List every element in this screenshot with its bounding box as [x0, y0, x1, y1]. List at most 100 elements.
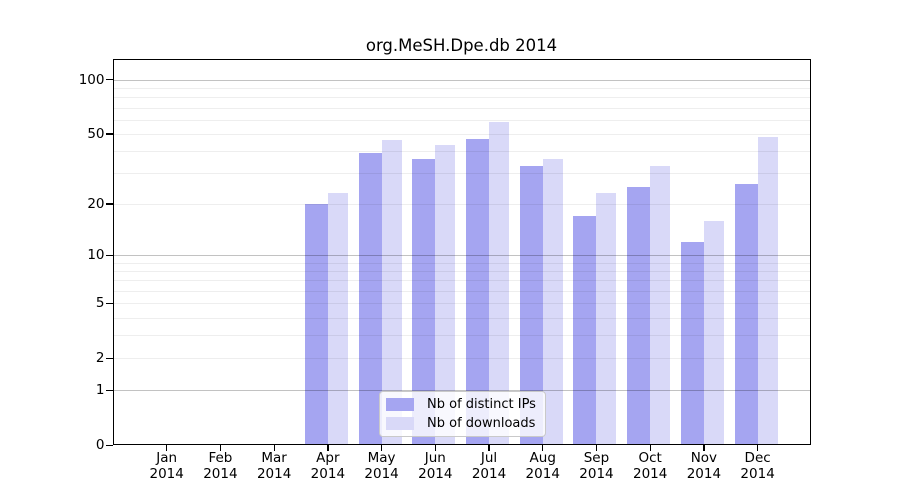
x-tick-label: Jul 2014 — [461, 450, 517, 482]
bar-downloads-jun — [435, 145, 456, 445]
x-axis-tick — [649, 445, 651, 451]
legend: Nb of distinct IPs Nb of downloads — [379, 391, 546, 437]
x-tick-label: Mar 2014 — [246, 450, 302, 482]
bar-downloads-jul — [489, 122, 510, 445]
x-tick-month: Mar — [261, 450, 287, 466]
bar-distinct-ips-aug — [519, 165, 543, 445]
x-tick-month: Jul — [480, 450, 498, 466]
x-tick-label: Sep 2014 — [568, 450, 624, 482]
bar-downloads-apr — [327, 193, 348, 445]
y-tick-label: 50 — [87, 125, 105, 142]
x-tick-month: Jan — [156, 450, 178, 466]
x-tick-year: 2014 — [579, 465, 614, 482]
x-tick-label: Feb 2014 — [192, 450, 248, 482]
x-axis-tick — [327, 445, 329, 451]
bar-downloads-dec — [757, 136, 778, 445]
x-tick-label: Oct 2014 — [622, 450, 678, 482]
gridline-minor — [112, 97, 811, 99]
x-tick-month: Jun — [424, 450, 446, 466]
x-axis-tick — [434, 445, 436, 451]
y-axis-tick — [105, 79, 113, 81]
x-axis-tick — [219, 445, 222, 451]
x-tick-year: 2014 — [525, 465, 560, 482]
x-axis-tick — [595, 445, 598, 451]
x-tick-label: Jun 2014 — [407, 450, 463, 482]
x-tick-year: 2014 — [256, 465, 292, 482]
y-tick-label: 5 — [95, 295, 105, 312]
gridline-major — [112, 79, 811, 81]
y-axis-tick — [105, 254, 113, 256]
x-tick-year: 2014 — [686, 465, 722, 482]
bar-distinct-ips-dec — [734, 184, 758, 445]
y-axis-tick — [105, 203, 113, 205]
x-tick-year: 2014 — [149, 465, 184, 482]
bar-distinct-ips-oct — [627, 187, 651, 445]
legend-label: Nb of distinct IPs — [427, 397, 536, 413]
x-tick-label: Jan 2014 — [139, 450, 195, 482]
x-tick-label: Dec 2014 — [730, 450, 786, 482]
x-tick-label: Nov 2014 — [676, 450, 732, 482]
y-tick-label: 1 — [95, 382, 105, 399]
chart-title: org.MeSH.Dpe.db 2014 — [365, 36, 558, 55]
x-tick-month: Oct — [638, 450, 662, 466]
x-axis-tick — [273, 445, 275, 451]
x-tick-label: May 2014 — [354, 450, 410, 482]
x-tick-year: 2014 — [632, 465, 668, 482]
gridline-minor — [112, 87, 811, 89]
x-tick-month: Sep — [583, 450, 610, 466]
y-axis-tick — [105, 357, 113, 359]
legend-item: Nb of downloads — [386, 416, 539, 431]
gridline-minor — [112, 119, 811, 121]
x-tick-year: 2014 — [310, 465, 346, 482]
y-axis-tick — [105, 389, 113, 391]
x-tick-year: 2014 — [418, 465, 453, 482]
y-tick-label: 2 — [95, 350, 105, 367]
legend-swatch-downloads — [386, 416, 414, 430]
gridline-minor — [112, 133, 811, 135]
y-axis-tick — [105, 444, 113, 446]
gridline-minor — [112, 173, 811, 175]
bar-distinct-ips-nov — [680, 241, 704, 445]
x-tick-month: Apr — [316, 450, 340, 466]
y-tick-label: 0 — [95, 437, 105, 453]
legend-item: Nb of distinct IPs — [386, 397, 539, 412]
bar-downloads-may — [381, 140, 402, 445]
x-axis-tick — [166, 445, 168, 451]
y-tick-label: 20 — [87, 195, 105, 212]
gridline-minor — [112, 107, 811, 109]
legend-label: Nb of downloads — [427, 415, 536, 431]
gridline-minor — [112, 203, 811, 205]
x-tick-year: 2014 — [364, 465, 399, 482]
bar-distinct-ips-may — [358, 152, 382, 445]
y-tick-label: 100 — [78, 71, 105, 88]
x-tick-month: Dec — [744, 450, 771, 466]
y-axis-tick — [105, 133, 113, 135]
bar-downloads-sep — [596, 193, 617, 445]
bar-downloads-nov — [703, 220, 724, 445]
x-tick-month: May — [367, 450, 396, 466]
x-tick-month: Feb — [208, 450, 233, 466]
x-axis-tick — [542, 445, 544, 451]
bar-distinct-ips-jun — [412, 159, 436, 445]
x-tick-month: Nov — [690, 450, 718, 466]
bar-distinct-ips-apr — [304, 203, 328, 445]
x-tick-year: 2014 — [203, 465, 238, 482]
x-axis-tick — [757, 445, 759, 451]
legend-swatch-distinct-ips — [386, 398, 414, 412]
bar-distinct-ips-jul — [466, 138, 490, 445]
y-tick-label: 10 — [87, 247, 105, 264]
bar-downloads-aug — [542, 159, 563, 445]
gridline-minor — [112, 150, 811, 152]
bar-distinct-ips-sep — [573, 216, 597, 445]
bar-downloads-oct — [650, 165, 671, 445]
x-tick-year: 2014 — [471, 465, 507, 482]
x-axis-tick — [380, 445, 383, 451]
x-tick-label: Aug 2014 — [515, 450, 571, 482]
x-tick-year: 2014 — [740, 465, 775, 482]
x-axis-tick — [703, 445, 705, 451]
x-tick-month: Aug — [529, 450, 556, 466]
y-axis-tick — [105, 302, 113, 304]
x-axis-tick — [488, 445, 490, 451]
x-tick-label: Apr 2014 — [300, 450, 356, 482]
